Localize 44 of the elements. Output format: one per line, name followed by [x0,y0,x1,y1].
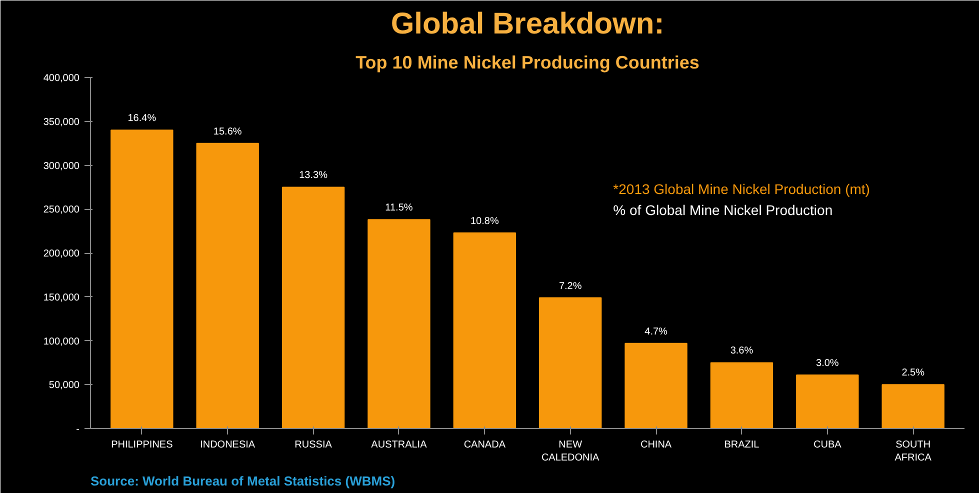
y-tick-label: - [76,424,80,435]
bar [110,130,174,428]
source-note: Source: World Bureau of Metal Statistics (WBMS) [90,474,396,488]
annotation: 3.0% [816,358,839,369]
y-tick-label: 200,000 [43,248,80,260]
x-tick-label: NEW CALEDONIA [541,440,600,464]
y-tick-label: 350,000 [43,116,80,128]
annotation: % of Global Mine Nickel Production [613,202,833,218]
x-tick-label: BRAZIL [724,440,760,450]
bar [282,186,345,428]
y-tick-label: 150,000 [43,292,80,304]
x-tick-label: SOUTH AFRICA [894,440,932,464]
x-tick-label: CUBA [814,440,842,450]
x-tick-label: CANADA [464,440,506,450]
annotation: 2.5% [902,368,925,379]
x-tick-label: CHINA [640,440,672,450]
x-tick-label: AUSTRALIA [371,440,428,450]
bar [624,342,688,428]
annotation: 10.8% [470,216,499,227]
x-tick-label: RUSSIA [294,440,332,450]
annotation: 16.4% [128,113,156,124]
annotation: *2013 Global Mine Nickel Production (mt) [613,180,870,197]
y-tick-label: 250,000 [43,204,80,216]
y-tick-label: 400,000 [43,73,80,84]
bar [453,232,516,428]
bar [882,384,944,428]
y-tick-label: 50,000 [48,380,80,392]
y-tick-label: 300,000 [43,160,80,172]
chart-title: Global Breakdown: [390,8,664,40]
annotation: 11.5% [385,202,413,214]
bar [196,142,259,428]
bar [710,362,774,428]
chart-subtitle: Top 10 Mine Nickel Producing Countries [356,52,700,72]
annotation: 4.7% [644,326,668,338]
annotation: 15.6% [213,126,242,138]
bar [538,297,602,428]
bar [796,374,859,428]
y-tick-label: 100,000 [43,336,80,348]
x-tick-label: INDONESIA [200,440,256,450]
annotation: 7.2% [558,280,582,292]
annotation: 3.6% [730,346,754,357]
annotation: 13.3% [299,170,328,182]
x-tick-label: PHILIPPINES [111,440,174,450]
bar [368,219,430,428]
